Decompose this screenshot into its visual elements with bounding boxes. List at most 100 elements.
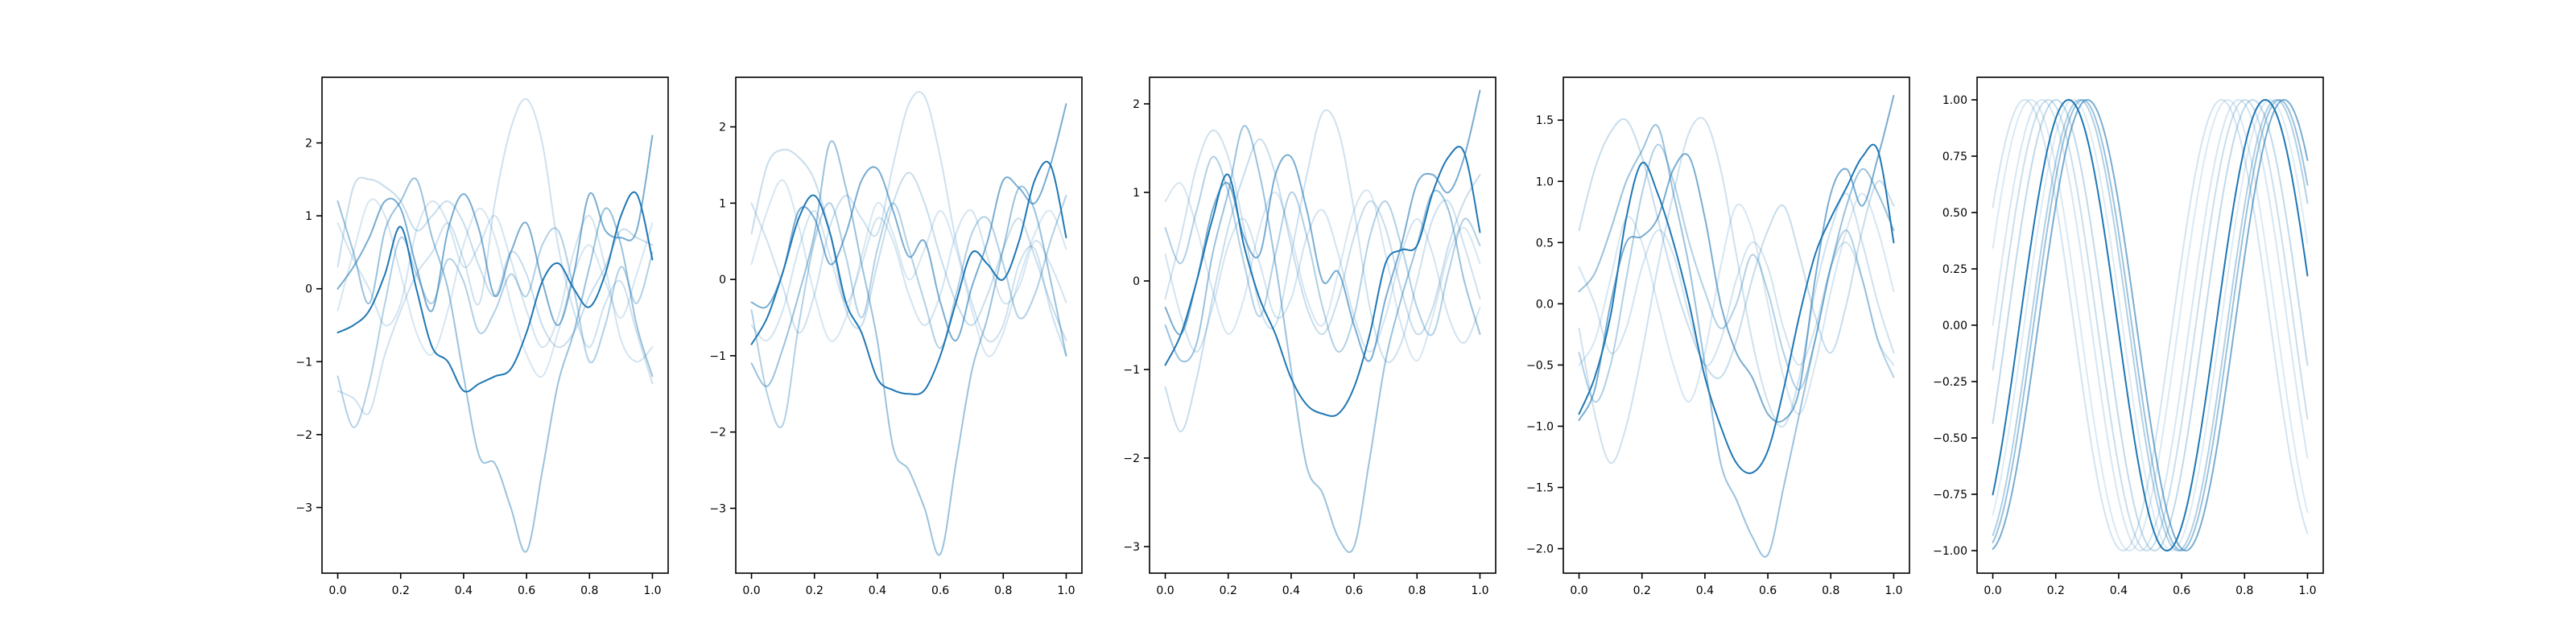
- series-line-3: [750, 140, 1067, 556]
- x-tick-label: 0.8: [994, 584, 1012, 597]
- x-tick-label: 1.0: [643, 584, 661, 597]
- y-tick-label: 1.00: [1942, 94, 1967, 107]
- series-line-2: [1164, 89, 1481, 362]
- series-line-6: [336, 98, 654, 415]
- series-line-4: [1578, 143, 1895, 403]
- y-tick-label: −1: [1123, 364, 1140, 377]
- series-line-6: [1992, 99, 2309, 552]
- series-line-5: [750, 148, 1067, 341]
- x-tick-label: 0.2: [1220, 584, 1237, 597]
- y-tick-label: −1: [295, 356, 312, 369]
- subplot-2: 0.0 0.2 0.4 0.6 0.8 1.0 −3 −2 −1 0 1 2: [709, 76, 1083, 597]
- series-line-7: [750, 208, 1067, 342]
- x-tick-label: 0.0: [1984, 584, 2001, 597]
- x-tick-label: 0.4: [1282, 584, 1300, 597]
- series-line-7: [1164, 208, 1481, 353]
- series-line-8: [1992, 99, 2309, 551]
- x-tick-label: 1.0: [1885, 584, 1902, 597]
- subplot-5: 0.0 0.2 0.4 0.6 0.8 1.0 −1.00 −0.75 −0.50 −0.25 0.…: [1933, 76, 2324, 597]
- subplot-1: 0.0 0.2 0.4 0.6 0.8 1.0 −3 −2 −1 0 1 2: [295, 76, 669, 597]
- x-tick-label: 0.4: [1696, 584, 1714, 597]
- x-tick-label: 0.6: [1345, 584, 1363, 597]
- subplot-4: 0.0 0.2 0.4 0.6 0.8 1.0 −2.0 −1.5 −1.0 −0.5 0.0 0.5…: [1526, 76, 1910, 597]
- x-tick-label: 0.8: [2235, 584, 2253, 597]
- series-line-1: [336, 191, 654, 393]
- x-tick-label: 1.0: [1471, 584, 1488, 597]
- x-tick-label: 1.0: [1057, 584, 1075, 597]
- series-line-2: [1578, 94, 1895, 423]
- axes-frame: [321, 76, 669, 574]
- series-line-6: [1578, 117, 1895, 464]
- series-line-9: [1992, 99, 2309, 551]
- series-line-8: [1164, 182, 1481, 361]
- series-line-8: [336, 198, 654, 378]
- x-tick-label: 0.2: [392, 584, 410, 597]
- y-tick-label: 0: [719, 274, 726, 287]
- series-line-10: [1992, 99, 2309, 551]
- series-line-3: [1578, 124, 1895, 558]
- y-tick-label: −3: [709, 502, 726, 515]
- y-tick-label: 0.0: [1536, 298, 1554, 311]
- series-line-5: [1578, 118, 1895, 379]
- series-line-1: [1578, 143, 1895, 474]
- y-tick-label: 2: [305, 138, 312, 151]
- x-tick-label: 0.6: [518, 584, 535, 597]
- x-tick-label: 0.8: [1408, 584, 1426, 597]
- x-tick-label: 0.2: [1633, 584, 1651, 597]
- y-tick-label: 0: [1133, 275, 1140, 288]
- series-line-4: [1992, 99, 2309, 551]
- series-line-1: [750, 160, 1067, 395]
- series-line-7: [1992, 99, 2309, 551]
- y-tick-label: −3: [1123, 541, 1140, 554]
- y-tick-label: −1.5: [1526, 482, 1554, 495]
- x-tick-label: 0.0: [1570, 584, 1587, 597]
- x-tick-label: 0.0: [1156, 584, 1174, 597]
- series-line-8: [750, 179, 1067, 357]
- axes-frame: [735, 76, 1083, 574]
- series-line-6: [1164, 109, 1481, 363]
- y-tick-label: 0.50: [1942, 207, 1967, 220]
- series-line-4: [750, 194, 1067, 428]
- y-tick-label: −2: [295, 429, 312, 442]
- y-tick-label: −0.50: [1933, 432, 1967, 445]
- y-tick-label: −1.00: [1933, 545, 1967, 558]
- series-line-2: [1992, 98, 2309, 551]
- y-tick-label: 0.00: [1942, 320, 1967, 332]
- y-tick-label: 0: [305, 283, 312, 296]
- y-tick-label: −0.5: [1526, 359, 1554, 372]
- y-tick-label: 1: [305, 210, 312, 223]
- x-tick-label: 0.4: [2110, 584, 2128, 597]
- x-tick-label: 0.8: [1822, 584, 1839, 597]
- x-tick-label: 0.6: [931, 584, 949, 597]
- series-line-6: [750, 91, 1067, 357]
- series-line-8: [1578, 192, 1895, 415]
- y-tick-label: 0.25: [1942, 263, 1967, 276]
- x-tick-label: 0.2: [2047, 584, 2065, 597]
- y-tick-label: −1.0: [1526, 420, 1554, 433]
- series-line-3: [1164, 125, 1481, 553]
- x-tick-label: 0.0: [328, 584, 346, 597]
- subplot-3: 0.0 0.2 0.4 0.6 0.8 1.0 −3 −2 −1 0 1 2: [1123, 76, 1496, 597]
- series-line-4: [1164, 155, 1481, 353]
- y-tick-label: 0.5: [1536, 237, 1554, 250]
- x-tick-label: 0.2: [806, 584, 824, 597]
- x-tick-label: 0.0: [742, 584, 760, 597]
- series-line-2: [336, 134, 654, 326]
- y-tick-label: 1.0: [1536, 175, 1554, 188]
- series-line-5: [1992, 98, 2309, 552]
- y-tick-label: −0.75: [1933, 489, 1967, 502]
- x-tick-label: 0.6: [2173, 584, 2190, 597]
- series-line-4: [336, 227, 654, 428]
- y-tick-label: −2: [709, 427, 726, 440]
- x-tick-label: 0.4: [455, 584, 473, 597]
- series-line-1: [1164, 146, 1481, 417]
- x-tick-label: 0.8: [580, 584, 598, 597]
- series-line-5: [1164, 138, 1481, 433]
- y-tick-label: −3: [295, 502, 312, 514]
- y-tick-label: −1: [709, 350, 726, 363]
- y-tick-label: 1.5: [1536, 114, 1554, 127]
- series-line-2: [750, 103, 1067, 341]
- axes-frame: [1563, 76, 1910, 574]
- series-line-1: [1992, 98, 2309, 551]
